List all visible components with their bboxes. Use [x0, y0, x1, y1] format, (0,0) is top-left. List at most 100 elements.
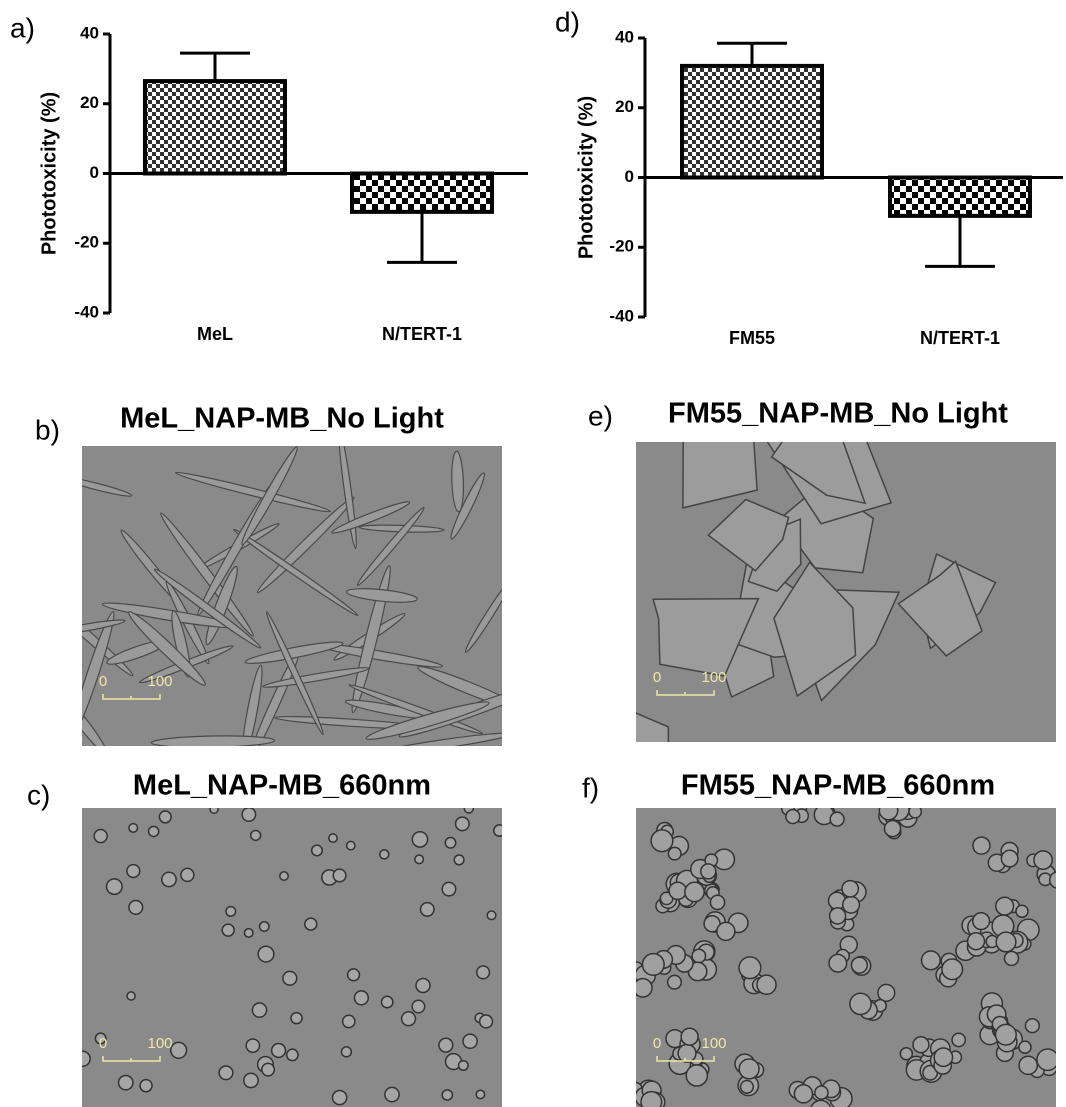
cell	[82, 1050, 91, 1067]
cell	[243, 1072, 259, 1089]
cell	[332, 868, 347, 883]
cell	[161, 871, 177, 888]
cell	[493, 824, 502, 837]
bar	[143, 79, 287, 176]
cell	[158, 810, 172, 824]
cell	[419, 901, 435, 917]
cell	[170, 1041, 188, 1059]
cell	[636, 712, 670, 742]
cell	[331, 1089, 348, 1106]
scale-label: 100	[147, 1035, 172, 1052]
y-tick-label: 40	[615, 27, 634, 46]
micrograph	[636, 808, 1056, 1107]
scale-bar	[102, 694, 161, 700]
cell	[966, 932, 986, 951]
cell	[995, 931, 1017, 953]
cell	[105, 878, 123, 896]
cell	[153, 568, 262, 649]
cell	[147, 825, 160, 838]
image-title: FM55_NAP-MB_No Light	[668, 398, 1008, 430]
y-axis-label: Phototoxicity (%)	[38, 92, 60, 255]
cell	[451, 450, 465, 513]
cell	[241, 446, 298, 546]
cell	[341, 1014, 356, 1029]
y-tick-label: 20	[615, 97, 634, 116]
cell	[810, 1099, 832, 1107]
cell	[770, 442, 867, 505]
micrograph-bg	[82, 808, 502, 1107]
cell	[941, 958, 964, 981]
cell	[667, 846, 682, 861]
cell	[691, 948, 707, 964]
cell	[93, 828, 108, 844]
cell	[356, 506, 425, 587]
cell	[462, 1033, 478, 1050]
cell	[1024, 1018, 1041, 1034]
cell	[328, 833, 338, 844]
cell	[994, 1023, 1017, 1046]
cells	[636, 442, 997, 742]
cell	[126, 863, 141, 879]
cells	[636, 808, 1056, 1107]
cell	[878, 808, 899, 821]
cell	[244, 641, 344, 664]
cell	[666, 974, 683, 990]
cell	[218, 1065, 234, 1081]
cell	[738, 956, 762, 980]
micrograph	[82, 808, 502, 1107]
cell	[444, 836, 457, 849]
cell	[951, 1032, 967, 1048]
scale-label: 0	[653, 1035, 661, 1052]
bar	[680, 63, 824, 180]
cell	[270, 1042, 287, 1059]
cell	[209, 808, 219, 815]
y-tick-label: -40	[74, 302, 99, 321]
y-tick-label: 40	[80, 23, 99, 42]
cell	[256, 496, 355, 594]
cell	[454, 816, 470, 832]
cell	[478, 1014, 494, 1029]
cell	[249, 829, 262, 842]
cell	[346, 968, 361, 982]
cell	[773, 561, 857, 698]
cell	[912, 1035, 930, 1054]
cell	[1036, 1048, 1056, 1072]
cell	[245, 1038, 261, 1053]
y-tick-label: 0	[90, 163, 99, 182]
cell	[441, 1089, 454, 1101]
cell	[82, 476, 133, 497]
x-tick-label: MeL	[197, 324, 233, 344]
cell	[331, 501, 411, 534]
cell	[685, 1064, 709, 1087]
cell	[241, 808, 257, 822]
cell	[920, 950, 941, 971]
cells	[82, 808, 502, 1106]
cell	[282, 970, 298, 986]
cell	[453, 854, 465, 866]
cell	[486, 910, 497, 921]
cell	[995, 896, 1015, 916]
cell	[699, 863, 717, 880]
micrograph-bg	[82, 446, 502, 746]
cell	[829, 811, 845, 827]
cell	[225, 905, 237, 917]
cell	[682, 442, 758, 509]
bar	[888, 175, 1032, 218]
cell	[233, 528, 359, 617]
cell	[160, 512, 254, 637]
cell	[650, 829, 674, 853]
cell	[850, 956, 869, 974]
cell	[384, 1086, 400, 1103]
cell	[340, 1046, 353, 1058]
scale-bar	[656, 1056, 715, 1062]
cell	[849, 992, 872, 1016]
cell	[1000, 849, 1019, 868]
cell	[126, 991, 136, 1001]
panel-label: f)	[582, 772, 599, 803]
scale-label: 0	[99, 673, 107, 690]
cell	[258, 921, 270, 933]
cell	[379, 849, 390, 860]
cell	[251, 1002, 268, 1018]
cell	[117, 1074, 134, 1091]
